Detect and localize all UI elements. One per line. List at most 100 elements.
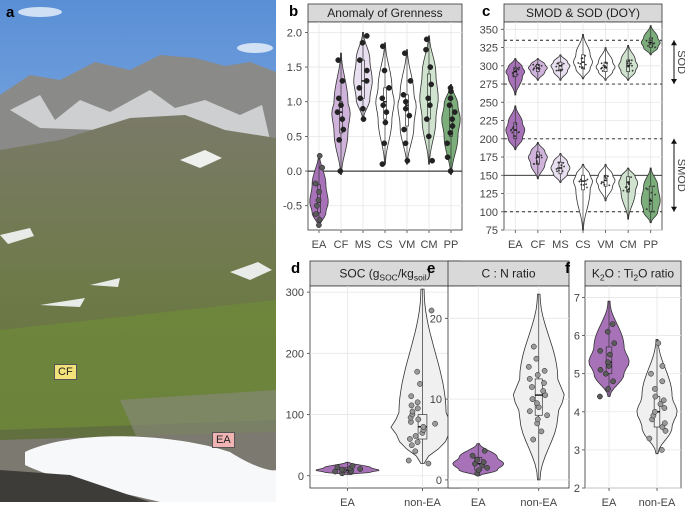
x-tick-label-b-4: VM — [399, 239, 416, 251]
panel-title-part-1: 2 — [600, 273, 605, 283]
jitter-point-c-13-0 — [649, 198, 652, 201]
jitter-point-c-11-2 — [600, 181, 603, 183]
jitter-point-c-0-7 — [514, 69, 517, 72]
y-tick-label-b-3: 1.0 — [287, 97, 302, 109]
data-point-f-EA-4 — [597, 366, 604, 373]
data-point-b-MS-4 — [363, 78, 370, 84]
jitter-point-c-9-5 — [562, 161, 565, 164]
data-point-b-EA-2 — [312, 211, 319, 217]
jitter-point-c-6-8 — [648, 41, 650, 44]
data-point-e-non-EA-11 — [529, 384, 535, 390]
jitter-point-c-6-6 — [651, 45, 654, 47]
jitter-point-c-7-8 — [510, 128, 513, 131]
jitter-point-c-4-9 — [606, 62, 608, 64]
data-point-e-non-EA-12 — [541, 380, 547, 386]
jitter-point-c-10-0 — [580, 183, 583, 186]
data-point-b-CS-1 — [381, 140, 388, 147]
data-point-b-CM-7 — [423, 46, 429, 53]
jitter-point-c-12-1 — [630, 176, 632, 179]
data-point-b-VM-1 — [402, 140, 409, 147]
data-point-b-PP-3 — [447, 130, 454, 136]
x-tick-label-b-0: EA — [312, 239, 327, 251]
jitter-point-c-11-1 — [605, 179, 608, 182]
data-point-b-VM-4 — [402, 105, 409, 112]
jitter-point-c-7-7 — [518, 131, 520, 134]
jitter-point-c-9-0 — [558, 169, 560, 172]
data-point-b-CF-7 — [339, 78, 346, 84]
data-point-b-PP-1 — [444, 154, 451, 161]
jitter-point-c-4-8 — [601, 66, 603, 69]
panel-title-e: C : N ratio — [481, 267, 535, 281]
data-point-f-non-EA-4 — [661, 420, 668, 427]
data-point-b-CF-5 — [338, 102, 344, 109]
jitter-point-c-11-8 — [602, 181, 605, 184]
y-tick-label-d-0: 0 — [298, 471, 304, 483]
data-point-b-VM-0 — [404, 157, 411, 164]
y-tick-label-c-6: 225 — [480, 116, 498, 128]
range-arrowhead-top-0 — [671, 40, 677, 46]
data-point-b-PP-2 — [444, 140, 451, 147]
data-point-b-EA-4 — [315, 197, 322, 204]
jitter-point-c-3-1 — [584, 63, 587, 66]
data-point-b-CF-8 — [335, 57, 342, 63]
panel-b: b Anomaly of Grenness -0.5 0.0 0.5 1.0 1.5 2.0 E… — [283, 3, 463, 251]
data-point-d-EA-8 — [334, 464, 341, 471]
jitter-point-c-1-3 — [537, 68, 540, 70]
data-point-f-EA-0 — [597, 393, 603, 400]
data-point-e-non-EA-8 — [529, 396, 536, 402]
x-tick-label-c-0: EA — [508, 239, 523, 251]
data-point-f-non-EA-8 — [661, 405, 668, 411]
x-tick-label-e-1: non-EA — [520, 497, 557, 509]
jitter-point-c-4-6 — [605, 67, 607, 69]
data-point-b-CS-5 — [379, 95, 386, 102]
y-tick-label-c-9: 300 — [480, 61, 498, 73]
jitter-point-c-5-1 — [626, 62, 629, 65]
jitter-point-c-1-5 — [536, 63, 539, 66]
data-point-b-CS-0 — [379, 161, 386, 167]
panel-title-part-1: SOC — [379, 273, 397, 283]
y-tick-label-c-0: 75 — [486, 225, 498, 237]
jitter-point-c-13-1 — [650, 210, 653, 213]
x-tick-label-c-2: MS — [552, 239, 569, 251]
jitter-point-c-11-3 — [603, 183, 606, 186]
jitter-point-c-10-6 — [580, 180, 583, 182]
data-point-b-MS-1 — [360, 105, 366, 112]
data-point-b-CM-8 — [423, 36, 430, 43]
data-point-b-EA-0 — [316, 222, 322, 228]
data-point-b-CM-3 — [427, 102, 433, 109]
jitter-point-c-7-1 — [511, 131, 514, 134]
range-arrowhead-bottom-0 — [671, 79, 677, 85]
y-tick-label-c-7: 250 — [480, 97, 498, 109]
data-point-b-VM-8 — [401, 50, 408, 57]
data-point-d-non-EA-1 — [405, 457, 412, 464]
jitter-point-c-11-9 — [600, 182, 603, 185]
data-point-b-PP-0 — [447, 168, 454, 174]
panel-title-part-4: O ratio — [638, 267, 674, 281]
x-tick-label-b-1: CF — [334, 239, 349, 251]
y-tick-label-d-2: 200 — [286, 348, 304, 360]
jitter-point-c-2-0 — [561, 68, 564, 71]
data-point-e-non-EA-14 — [534, 372, 541, 378]
jitter-point-c-11-4 — [607, 175, 609, 178]
data-point-e-non-EA-4 — [544, 412, 550, 419]
title-strip-d — [309, 260, 461, 287]
y-tick-label-c-1: 100 — [480, 207, 498, 219]
jitter-point-c-5-2 — [630, 59, 633, 62]
x-tick-label-c-4: VM — [597, 239, 614, 251]
jitter-point-c-6-3 — [645, 39, 648, 42]
data-point-f-non-EA-0 — [658, 447, 665, 453]
data-point-b-PP-4 — [449, 123, 456, 129]
data-point-b-CM-5 — [428, 81, 435, 88]
data-point-d-non-EA-15 — [409, 408, 416, 415]
jitter-point-c-10-1 — [586, 186, 588, 189]
x-tick-label-b-6: PP — [444, 239, 459, 251]
y-tick-label-b-4: 1.5 — [287, 62, 302, 74]
jitter-point-c-10-3 — [580, 178, 582, 181]
range-arrowhead-bottom-1 — [671, 206, 677, 212]
data-point-d-non-EA-16 — [414, 405, 421, 412]
panel-c: c SMOD & SOD (DOY) 75 100 125 150 175 200 225 250… — [480, 3, 685, 251]
y-tick-label-f-3: 5 — [574, 369, 580, 381]
data-point-b-EA-8 — [316, 152, 323, 159]
y-tick-label-c-2: 125 — [480, 189, 498, 201]
data-point-e-EA-8 — [481, 447, 488, 454]
